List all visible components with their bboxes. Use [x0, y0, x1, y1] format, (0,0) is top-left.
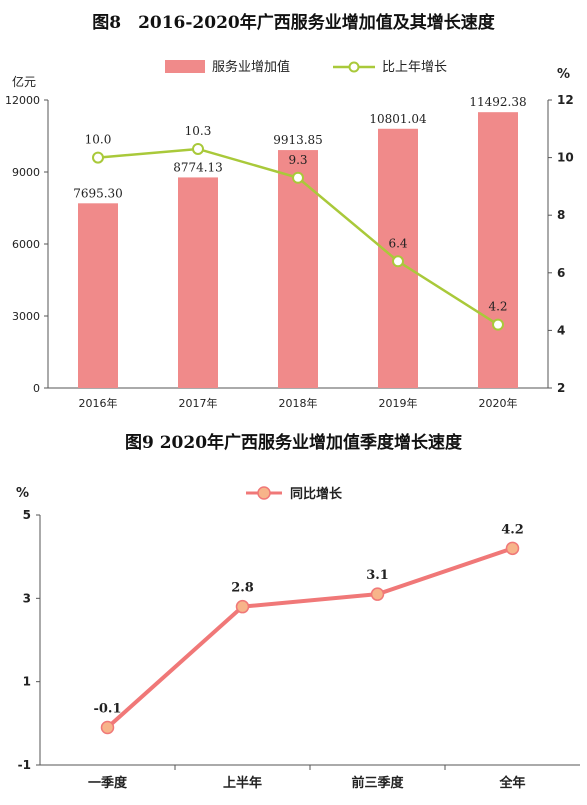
growth-value-label: 10.0 — [85, 133, 112, 147]
growth-value-label: 2.8 — [231, 581, 254, 596]
growth-value-label: 4.2 — [488, 300, 507, 314]
bar-value-label: 10801.04 — [369, 112, 427, 126]
bar-value-label: 9913.85 — [273, 133, 323, 147]
growth-value-label: 3.1 — [366, 568, 389, 583]
growth-point-2018年 — [292, 171, 304, 184]
growth-point-2019年 — [392, 255, 404, 268]
y-right-tick-label: 10 — [557, 151, 574, 165]
x-tick-label: 2016年 — [79, 396, 118, 410]
x-tick-label: 2020年 — [479, 396, 518, 410]
y-right-tick-label: 2 — [557, 381, 565, 395]
legend-label: 同比增长 — [290, 486, 343, 502]
growth-value-label: -0.1 — [93, 702, 121, 717]
y-right-tick-label: 8 — [557, 208, 565, 222]
growth-point-2017年 — [192, 142, 204, 155]
x-tick-label: 一季度 — [88, 775, 128, 791]
y-axis-left-title: 亿元 — [12, 74, 36, 89]
x-tick-label: 全年 — [498, 775, 525, 791]
legend-swatch-bar — [165, 60, 205, 73]
x-tick-label: 2019年 — [379, 396, 418, 410]
bar-value-label: 7695.30 — [73, 186, 123, 200]
y-right-tick-label: 12 — [557, 93, 574, 107]
bar-2016年 — [78, 203, 118, 388]
growth-value-label: 9.3 — [288, 153, 307, 167]
y-right-tick-label: 6 — [557, 266, 565, 280]
y-left-tick-label: 6000 — [12, 238, 40, 251]
y-right-tick-label: 4 — [557, 323, 565, 337]
x-tick-label: 2017年 — [179, 396, 218, 410]
bar-value-label: 8774.13 — [173, 160, 223, 174]
legend-label-line: 比上年增长 — [382, 60, 447, 75]
y-left-tick-label: 3000 — [12, 310, 40, 323]
growth-point-上半年 — [235, 599, 250, 614]
bar-2020年 — [478, 112, 518, 389]
growth-point-2020年 — [492, 318, 504, 331]
y-tick-label: 1 — [23, 675, 31, 689]
growth-point-2016年 — [92, 151, 104, 164]
bar-2017年 — [178, 177, 218, 388]
bar-value-label: 11492.38 — [469, 95, 526, 109]
chart-1-title: 图8 2016-2020年广西服务业增加值及其增长速度 — [92, 13, 495, 33]
growth-value-label: 4.2 — [501, 522, 524, 537]
x-tick-label: 前三季度 — [351, 775, 404, 791]
legend-marker — [257, 486, 271, 500]
growth-value-label: 10.3 — [185, 124, 212, 138]
growth-line — [106, 546, 514, 729]
y-tick-label: 3 — [23, 591, 31, 605]
growth-point-全年 — [505, 541, 520, 556]
y-left-tick-label: 0 — [33, 382, 40, 395]
growth-value-label: 6.4 — [388, 236, 407, 250]
y-left-tick-label: 12000 — [5, 94, 40, 107]
legend-label-bar: 服务业增加值 — [212, 59, 290, 75]
growth-point-前三季度 — [370, 587, 385, 601]
chart-2-title: 图9 2020年广西服务业增加值季度增长速度 — [124, 433, 463, 453]
y-tick-label: -1 — [18, 758, 31, 772]
x-tick-label: 2018年 — [279, 396, 318, 410]
y-left-tick-label: 9000 — [12, 166, 40, 179]
legend-marker-line — [348, 61, 360, 73]
growth-point-一季度 — [100, 720, 115, 735]
x-tick-label: 上半年 — [223, 775, 262, 791]
y-axis-right-title: % — [557, 67, 570, 82]
y-axis-title: % — [16, 486, 29, 501]
y-tick-label: 5 — [23, 508, 31, 522]
